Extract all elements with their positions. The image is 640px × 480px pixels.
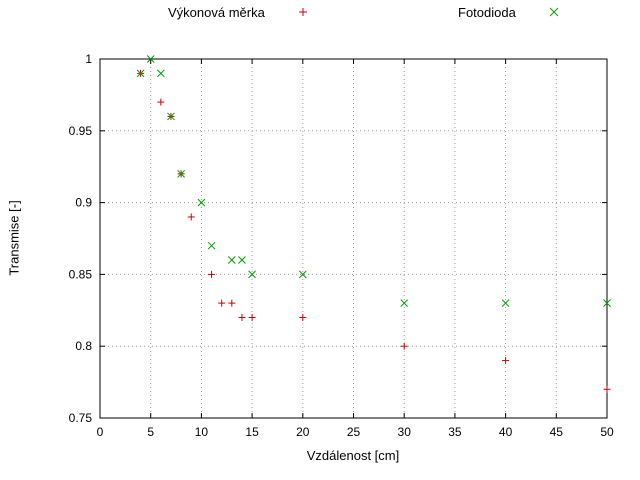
legend-label-power-meter: Výkonová měrka bbox=[168, 4, 265, 20]
x-axis-label: Vzdálenost [cm] bbox=[306, 448, 400, 463]
plus-marker-icon bbox=[298, 8, 307, 16]
x-tick-label: 0 bbox=[97, 425, 104, 439]
x-tick-label: 30 bbox=[398, 425, 412, 439]
x-tick-label: 20 bbox=[296, 425, 310, 439]
series-0 bbox=[137, 69, 611, 393]
y-tick-label: 0.75 bbox=[69, 411, 93, 425]
plot-border bbox=[99, 58, 608, 419]
legend-entry-power-meter: Výkonová měrka bbox=[168, 4, 311, 20]
cross-marker-icon bbox=[549, 7, 559, 17]
y-tick-label: 0.95 bbox=[69, 124, 93, 138]
axis-ticks bbox=[99, 58, 608, 419]
tick-labels: 0 5 10 15 20 25 30 35 40 45 50 0.75 0.8 0.85 0.9 0.95 1 bbox=[69, 52, 614, 439]
x-tick-label: 50 bbox=[600, 425, 614, 439]
y-tick-label: 1 bbox=[85, 52, 92, 66]
series-1 bbox=[136, 55, 611, 307]
x-tick-label: 45 bbox=[550, 425, 564, 439]
x-tick-label: 15 bbox=[245, 425, 259, 439]
x-tick-label: 35 bbox=[448, 425, 462, 439]
x-tick-label: 25 bbox=[347, 425, 361, 439]
grid-lines bbox=[99, 58, 608, 419]
x-tick-label: 40 bbox=[499, 425, 513, 439]
y-tick-label: 0.8 bbox=[75, 339, 92, 353]
y-axis-label: Transmise [-] bbox=[6, 200, 22, 276]
y-tick-label: 0.9 bbox=[75, 196, 92, 210]
y-tick-label: 0.85 bbox=[69, 267, 93, 281]
x-tick-label: 10 bbox=[195, 425, 209, 439]
legend-label-photodiode: Fotodioda bbox=[458, 4, 516, 20]
legend-entry-photodiode: Fotodioda bbox=[458, 4, 562, 20]
legend: Výkonová měrka Fotodioda bbox=[0, 4, 640, 26]
x-tick-label: 5 bbox=[147, 425, 154, 439]
